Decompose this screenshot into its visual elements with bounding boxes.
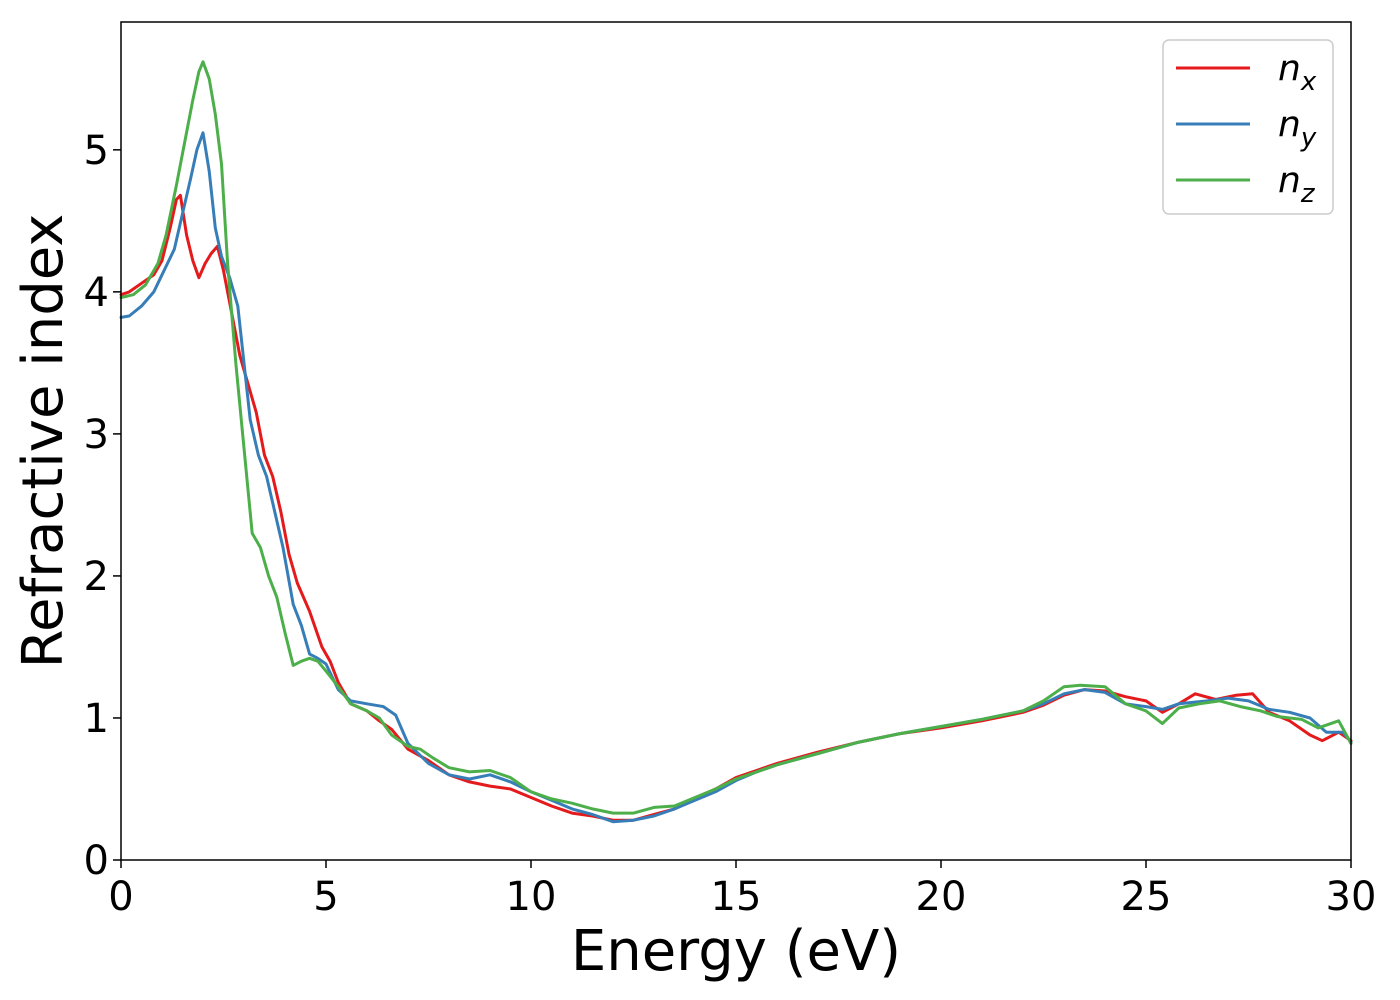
y-tick-label: 1 xyxy=(84,696,109,742)
legend-subscript-x: x xyxy=(1300,67,1317,97)
legend-box xyxy=(1162,39,1334,215)
x-tick-label: 5 xyxy=(313,874,338,920)
x-tick-label: 10 xyxy=(506,874,557,920)
legend-subscript-z: z xyxy=(1300,179,1316,209)
x-tick-label: 30 xyxy=(1326,874,1377,920)
y-tick-label: 4 xyxy=(84,270,109,316)
y-tick-label: 3 xyxy=(84,412,109,458)
x-tick-label: 20 xyxy=(916,874,967,920)
x-axis-ticks: 0 5 10 15 20 25 30 xyxy=(108,860,1376,920)
y-tick-label: 0 xyxy=(84,838,109,884)
y-axis-label: Refractive index xyxy=(11,214,76,669)
y-tick-label: 5 xyxy=(84,128,109,174)
y-tick-label: 2 xyxy=(84,554,109,600)
series-line-n-x xyxy=(119,193,1353,822)
legend-subscript-y: y xyxy=(1300,123,1317,153)
x-tick-label: 25 xyxy=(1121,874,1172,920)
x-tick-label: 15 xyxy=(711,874,762,920)
series-layer xyxy=(119,60,1353,824)
x-axis-label: Energy (eV) xyxy=(571,919,901,984)
series-line-n-z xyxy=(119,60,1353,815)
x-tick-label: 0 xyxy=(108,874,133,920)
y-axis-ticks: 0 1 2 3 4 5 xyxy=(84,128,121,884)
